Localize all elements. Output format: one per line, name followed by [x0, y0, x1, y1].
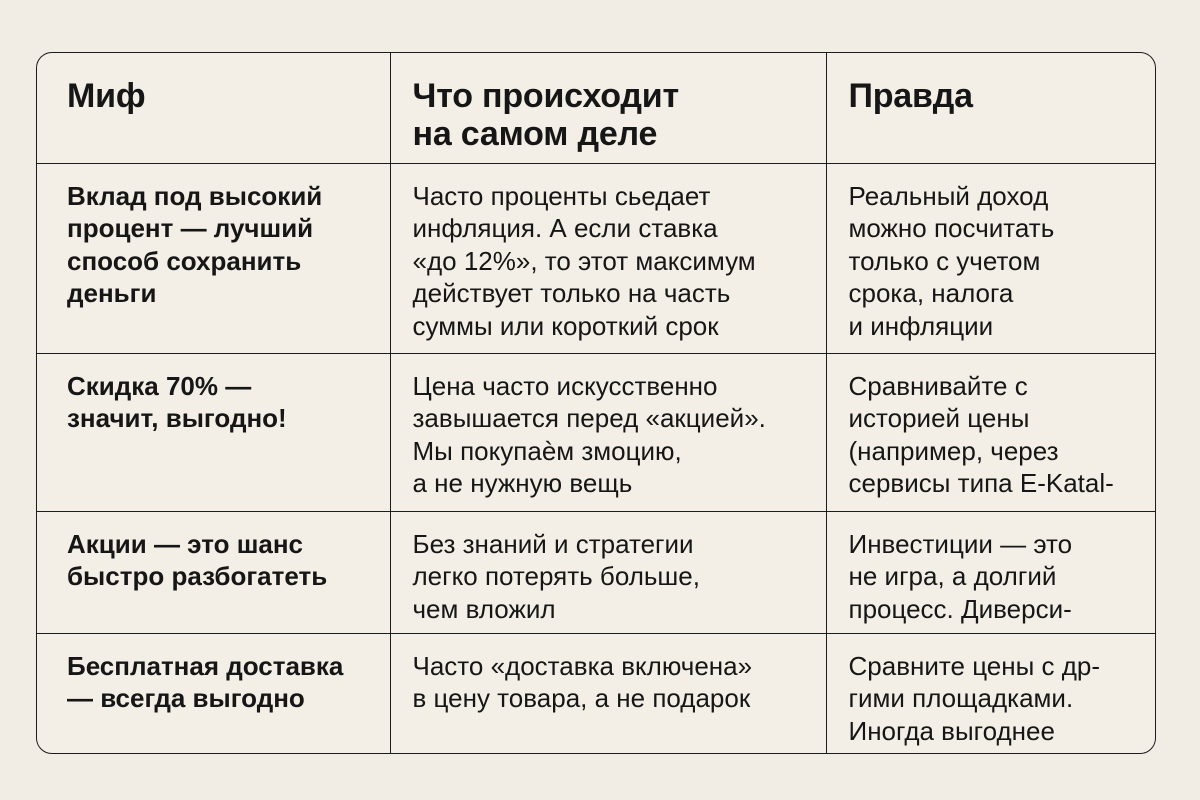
reality-cell: Цена часто искусственно завышается перед…: [389, 352, 827, 512]
truth-cell: Сравните цены с др- гими площадками. Ино…: [825, 632, 1155, 753]
myth-cell: Бесплатная доставка — всегда выгодно: [37, 632, 391, 753]
truth-cell: Реальный доход можно посчитать только с …: [825, 162, 1155, 354]
table-header-row: Миф Что происходит на самом деле Правда: [37, 53, 1155, 164]
cell-line: можно посчитать: [848, 213, 1055, 243]
cell-line: Сравнивайте с: [848, 370, 1028, 401]
cell-line: значит, выгодно!: [67, 403, 287, 433]
cell-line: деньги: [67, 278, 157, 308]
myth-cell: Скидка 70% — значит, выгодно!: [37, 352, 391, 512]
cell-line: суммы или короткий срок: [412, 310, 719, 341]
cell-line: процесс. Диверси-: [848, 593, 1072, 624]
cell-line: Инвестиции — это: [848, 528, 1073, 559]
myth-cell: Акции — это шанс быстро разбогатеть: [37, 510, 391, 634]
cell-line: — всегда выгодно: [67, 683, 305, 713]
cell-line: быстро разбогатеть: [67, 561, 328, 591]
cell-line: легко потерять больше,: [412, 561, 700, 591]
myth-cell: Вклад под высокий процент — лучший спосо…: [37, 162, 391, 354]
cell-line: действует только на часть: [412, 278, 731, 308]
cell-line: Цена часто искусственно: [412, 370, 718, 401]
cell-line: не игра, а долгий: [848, 561, 1057, 591]
cell-line: и инфляции: [848, 310, 994, 341]
truth-cell: Сравнивайте с историей цены (например, ч…: [825, 352, 1155, 512]
header-reality-line: на самом деле: [412, 115, 658, 153]
cell-line: Часто проценты сьедает: [412, 180, 711, 211]
cell-line: Часто «доставка включена»: [412, 650, 753, 681]
cell-line: сервисы типа E-Katal-: [848, 468, 1114, 498]
cell-line: Реальный доход: [848, 180, 1049, 211]
cell-line: способ сохранить: [67, 245, 302, 276]
cell-line: срока, налога: [848, 278, 1014, 308]
cell-line: в цену товара, а не подарок: [412, 683, 751, 713]
cell-line: инфляция. А если ставка: [412, 213, 718, 243]
cell-line: только с учетом: [848, 245, 1041, 276]
cell-line: Акции — это шанс: [67, 528, 303, 559]
table-row: Акции — это шанс быстро разбогатеть Без …: [37, 510, 1155, 634]
header-truth-line: Правда: [848, 77, 974, 115]
table-row: Бесплатная доставка — всегда выгодно Час…: [37, 632, 1155, 753]
reality-cell: Часто «доставка включена» в цену товара,…: [389, 632, 827, 753]
myth-table-container: Миф Что происходит на самом деле Правда …: [36, 52, 1156, 754]
cell-line: Сравните цены с др-: [848, 650, 1101, 681]
cell-line: чем вложил: [412, 593, 556, 624]
header-truth: Правда: [825, 53, 1155, 164]
cell-line: Скидка 70% —: [67, 370, 252, 401]
header-reality-line: Что происходит: [412, 77, 680, 115]
reality-cell: Часто проценты сьедает инфляция. А если …: [389, 162, 827, 354]
truth-cell: Инвестиции — это не игра, а долгий проце…: [825, 510, 1155, 634]
cell-line: Бесплатная доставка: [67, 650, 344, 681]
header-myth-line: Миф: [67, 77, 146, 115]
cell-line: процент — лучший: [67, 213, 314, 243]
table-row: Скидка 70% — значит, выгодно! Цена часто…: [37, 352, 1155, 512]
cell-line: Без знаний и стратегии: [412, 528, 694, 559]
header-reality: Что происходит на самом деле: [389, 53, 827, 164]
cell-line: Иногда выгоднее: [848, 715, 1055, 746]
cell-line: «до 12%», то этот максимум: [412, 245, 756, 276]
cell-line: Мы покупаѐм змоцию,: [412, 435, 682, 466]
table-row: Вклад под высокий процент — лучший спосо…: [37, 162, 1155, 354]
cell-line: гими площадками.: [848, 683, 1074, 713]
header-myth: Миф: [37, 53, 391, 164]
reality-cell: Без знаний и стратегии легко потерять бо…: [389, 510, 827, 634]
myth-table: Миф Что происходит на самом деле Правда …: [37, 53, 1155, 753]
cell-line: а не нужную вещь: [412, 468, 633, 498]
cell-line: (например, через: [848, 435, 1059, 466]
cell-line: завышается перед «акцией».: [412, 403, 766, 433]
cell-line: Вклад под высокий: [67, 180, 323, 211]
cell-line: историей цены: [848, 403, 1030, 433]
